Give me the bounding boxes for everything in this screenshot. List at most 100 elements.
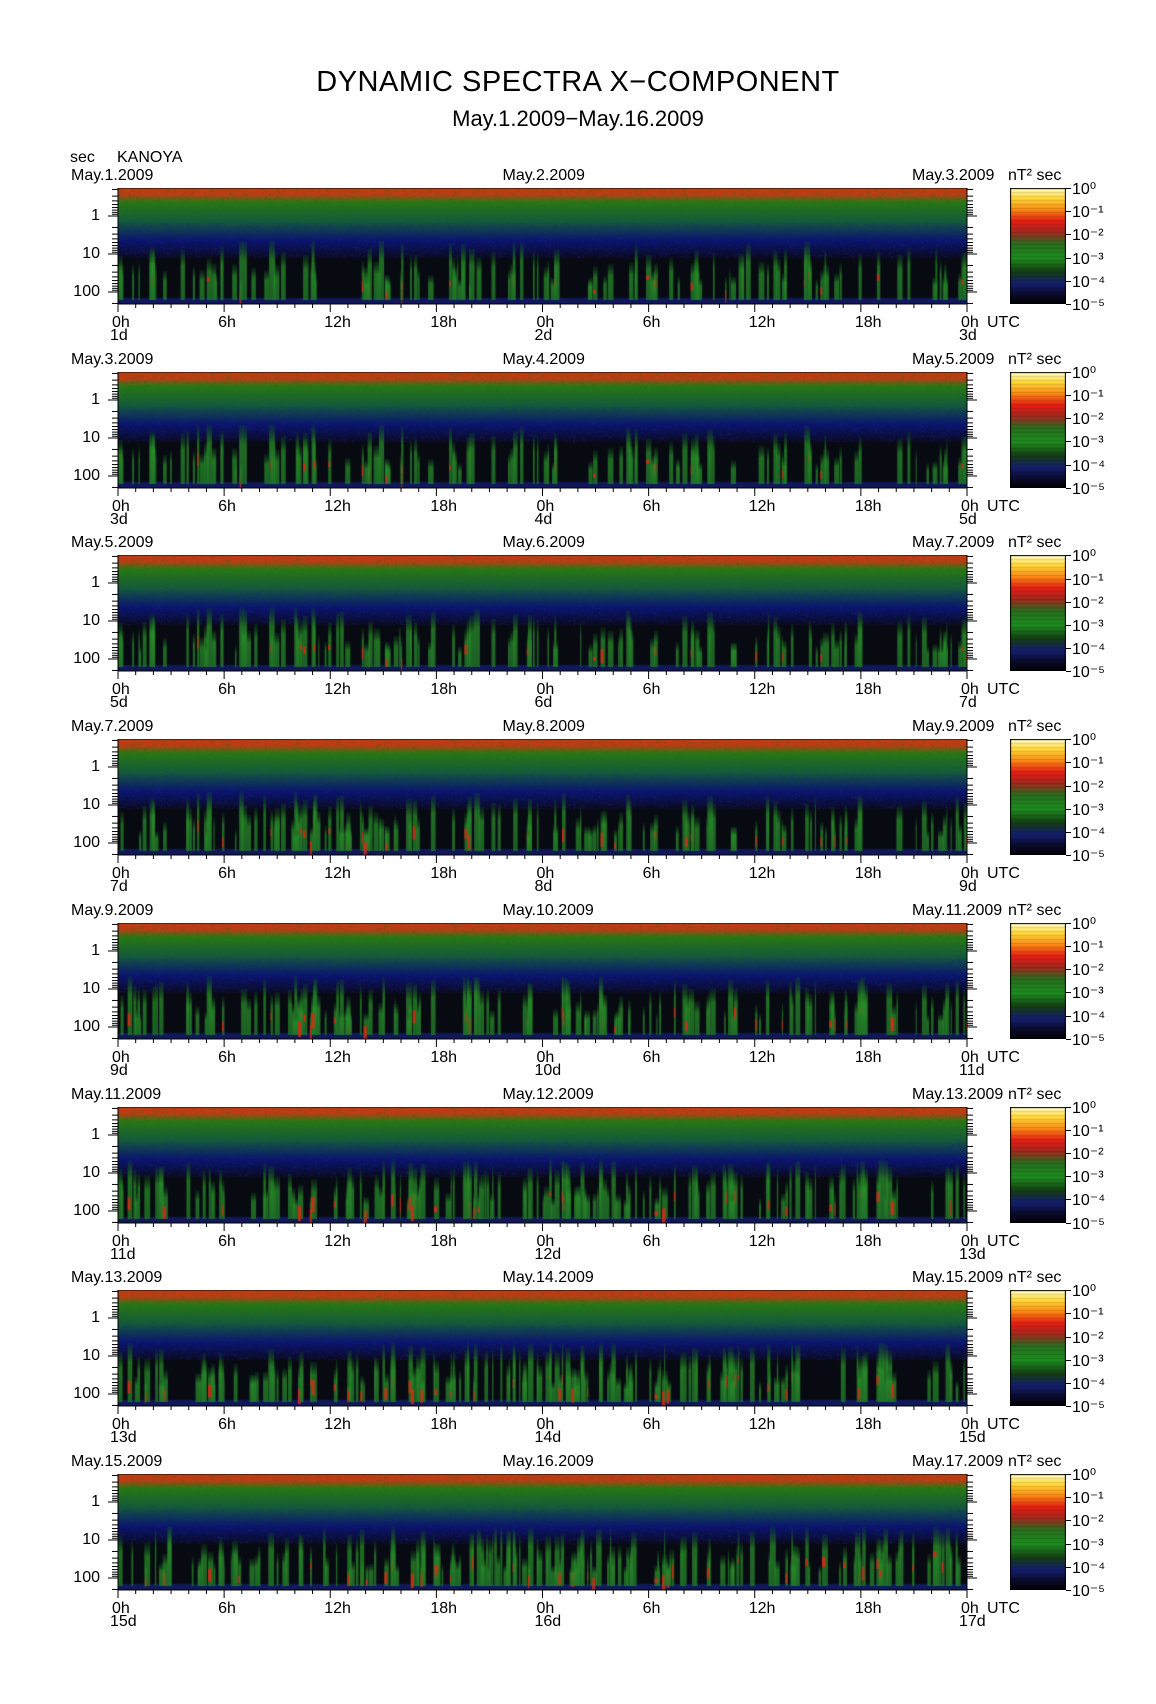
colorbar-tick-label: 10⁰ <box>1072 181 1097 198</box>
figure-title: DYNAMIC SPECTRA X−COMPONENT <box>316 66 840 98</box>
x-day-label: 2d <box>534 327 553 344</box>
colorbar-unit: nT² sec <box>1008 534 1062 552</box>
colorbar-tick <box>1066 555 1071 557</box>
x-hour-label: 18h <box>854 865 882 883</box>
panel-end-date: May.15.2009 <box>912 1269 1004 1287</box>
colorbar-tick-label: 10⁻³ <box>1072 1352 1104 1370</box>
colorbar-tick-label: 10⁻¹ <box>1072 755 1104 773</box>
x-day-label: 5d <box>110 694 128 712</box>
colorbar-tick <box>1066 464 1071 466</box>
x-hour-label: 0h <box>112 681 130 699</box>
x-hour-label: 0h <box>961 865 979 883</box>
colorbar-tick <box>1066 1359 1071 1361</box>
x-hour-label: 6h <box>218 681 236 699</box>
x-hour-label: 6h <box>642 314 661 331</box>
x-hour-label: 6h <box>218 1232 236 1250</box>
colorbar <box>1010 555 1066 672</box>
colorbar-tick <box>1066 578 1071 580</box>
x-hour-label: 0h <box>536 497 555 515</box>
y-tick-label: 100 <box>73 834 100 852</box>
colorbar-tick-label: 10⁻³ <box>1072 985 1104 1003</box>
panel-end-date: May.5.2009 <box>912 350 995 368</box>
x-hour-label: 0h <box>536 1232 555 1250</box>
colorbar-tick <box>1066 1383 1071 1384</box>
x-day-label: 8d <box>534 878 553 896</box>
x-hour-label: 12h <box>748 865 776 883</box>
colorbar-tick <box>1066 1473 1071 1475</box>
spectrogram-panel <box>118 922 967 1039</box>
x-hour-label: 0h <box>961 1048 979 1066</box>
panel-mid-date: May.10.2009 <box>502 901 594 919</box>
plot-frame <box>117 1473 968 1591</box>
colorbar-tick-label: 10⁻² <box>1072 1513 1104 1531</box>
utc-label: UTC <box>987 1232 1020 1250</box>
plot-frame <box>117 922 968 1040</box>
x-hour-label: 0h <box>536 681 555 699</box>
x-day-label: 4d <box>534 510 553 528</box>
colorbar-tick-label: 10⁻¹ <box>1072 1306 1104 1324</box>
panel-end-date: May.13.2009 <box>912 1085 1004 1103</box>
x-hour-label: 6h <box>218 497 236 515</box>
spectrogram-panel <box>118 1473 967 1590</box>
panel-start-date: May.7.2009 <box>71 718 154 736</box>
y-tick-label: 10 <box>82 979 100 997</box>
x-day-label: 15d <box>110 1612 137 1630</box>
utc-label: UTC <box>987 1599 1020 1617</box>
x-day-label: 1d <box>110 327 128 344</box>
colorbar-tick-label: 10⁻⁵ <box>1072 1031 1105 1049</box>
x-hour-label: 18h <box>854 1416 882 1434</box>
x-hour-label: 0h <box>112 1048 130 1066</box>
colorbar-tick-label: 10⁻³ <box>1072 434 1104 452</box>
panel-axes <box>108 922 977 1047</box>
panel-axes <box>108 188 977 312</box>
colorbar-tick <box>1066 601 1071 603</box>
colorbar-tick-label: 10⁰ <box>1072 548 1097 566</box>
colorbar <box>1010 739 1066 856</box>
x-hour-label: 12h <box>324 314 351 331</box>
colorbar-tick-label: 10⁻² <box>1072 778 1104 796</box>
x-day-label: 13d <box>959 1245 986 1263</box>
colorbar-tick <box>1066 1106 1071 1108</box>
y-tick-label: 1 <box>91 941 100 959</box>
utc-label: UTC <box>987 865 1020 883</box>
spectrogram-panel <box>118 1106 967 1223</box>
colorbar-tick-label: 10⁰ <box>1072 915 1097 933</box>
y-tick-label: 100 <box>73 1568 100 1586</box>
colorbar-tick-label: 10⁻¹ <box>1072 387 1104 405</box>
x-hour-label: 18h <box>430 1599 458 1617</box>
panel-end-date: May.11.2009 <box>912 901 1003 919</box>
x-hour-label: 12h <box>748 1232 776 1250</box>
colorbar-tick-label: 10⁻³ <box>1072 1536 1104 1554</box>
colorbar-tick-label: 10⁻² <box>1072 1145 1104 1163</box>
colorbar-tick-label: 10⁻⁵ <box>1072 297 1105 314</box>
y-tick-label: 10 <box>82 1530 100 1548</box>
x-hour-label: 12h <box>748 681 776 699</box>
panel-start-date: May.5.2009 <box>71 534 154 552</box>
x-hour-label: 18h <box>430 1232 458 1250</box>
panel-mid-date: May.8.2009 <box>502 718 585 736</box>
utc-label: UTC <box>987 681 1020 699</box>
x-hour-label: 12h <box>324 681 351 699</box>
y-tick-label: 1 <box>91 1125 100 1143</box>
x-hour-label: 0h <box>961 1599 979 1617</box>
colorbar-unit: nT² sec <box>1008 350 1062 368</box>
spectrogram-panel <box>118 188 967 304</box>
x-hour-label: 12h <box>748 1416 776 1434</box>
y-tick-label: 10 <box>82 796 100 814</box>
x-day-label: 10d <box>534 1061 562 1079</box>
x-hour-label: 12h <box>324 1232 351 1250</box>
colorbar-tick <box>1066 855 1071 857</box>
x-hour-label: 0h <box>112 1416 130 1434</box>
colorbar-tick-label: 10⁻³ <box>1072 1169 1104 1187</box>
x-hour-label: 18h <box>854 497 882 515</box>
colorbar-tick-label: 10⁰ <box>1072 732 1097 750</box>
colorbar-unit: nT² sec <box>1008 1085 1062 1103</box>
panel-start-date: May.1.2009 <box>71 167 154 184</box>
colorbar-tick-label: 10⁻⁴ <box>1072 457 1106 475</box>
x-day-label: 3d <box>959 327 977 344</box>
panel-start-date: May.3.2009 <box>71 350 154 368</box>
y-tick-label: 100 <box>73 1201 100 1219</box>
colorbar-tick-label: 10⁻⁵ <box>1072 1215 1105 1233</box>
colorbar-tick <box>1066 1336 1071 1338</box>
x-hour-label: 18h <box>854 681 882 699</box>
